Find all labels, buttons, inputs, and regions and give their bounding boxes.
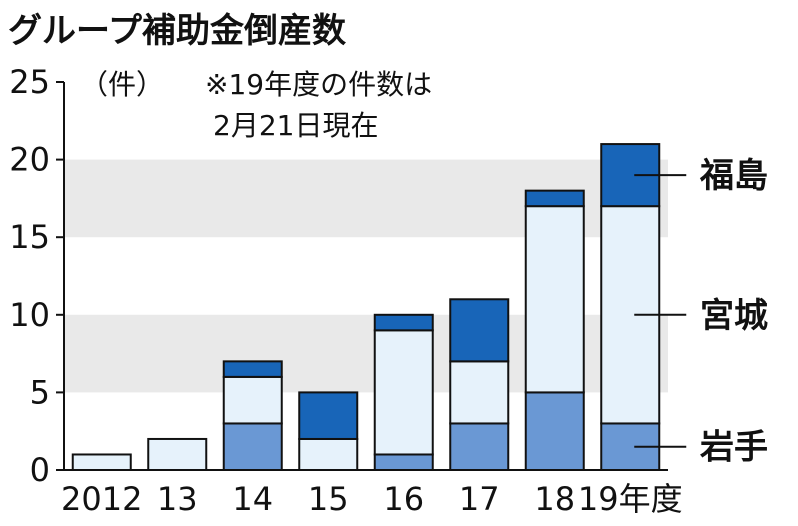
- x-tick-label: 2012: [61, 480, 142, 518]
- bar-segment-福島: [222, 360, 283, 378]
- y-tick-label: 15: [9, 218, 50, 256]
- legend-label: 岩手: [699, 428, 768, 468]
- y-tick-label: 25: [9, 63, 50, 101]
- bar-segment-福島: [298, 391, 359, 440]
- bar-segment-宮城: [298, 437, 359, 471]
- y-tick-label: 5: [30, 373, 50, 411]
- bar-segment-福島: [449, 298, 510, 363]
- x-axis-labels: 2012 13 14 15 16 17 18 19年度: [61, 480, 683, 518]
- bar-segment-宮城: [222, 375, 283, 425]
- y-axis-ticks: 0 5 10 15 20 25: [9, 63, 64, 489]
- x-tick-label: 19年度: [578, 480, 683, 518]
- x-tick-label: 14: [232, 480, 273, 518]
- legend-label: 宮城: [700, 296, 768, 336]
- chart-title: グループ補助金倒産数: [8, 11, 346, 51]
- x-tick-label: 17: [459, 480, 500, 518]
- bar-segment-宮城: [373, 329, 434, 456]
- bar-segment-宮城: [71, 453, 132, 472]
- bar-segment-岩手: [449, 422, 510, 472]
- bar-segment-宮城: [524, 205, 585, 394]
- x-tick-label: 13: [157, 480, 198, 518]
- y-tick-label: 20: [9, 141, 50, 179]
- note-line-1: ※19年度の件数は: [205, 68, 432, 101]
- unit-label: （件）: [80, 68, 164, 101]
- y-tick-label: 10: [9, 296, 50, 334]
- bar-segment-宮城: [449, 360, 510, 425]
- bar-segment-岩手: [222, 422, 283, 472]
- y-tick-label: 0: [30, 451, 50, 489]
- bars: [71, 143, 661, 472]
- bar-segment-宮城: [147, 437, 208, 471]
- bar-segment-岩手: [373, 453, 434, 472]
- x-tick-label: 16: [383, 480, 424, 518]
- bar-segment-福島: [373, 313, 434, 332]
- bar-segment-福島: [524, 189, 585, 208]
- legend-label: 福島: [699, 156, 768, 196]
- note-line-2: 2月21日現在: [213, 109, 378, 142]
- x-tick-label: 18: [534, 480, 575, 518]
- x-tick-label: 15: [308, 480, 349, 518]
- bar-segment-岩手: [524, 391, 585, 471]
